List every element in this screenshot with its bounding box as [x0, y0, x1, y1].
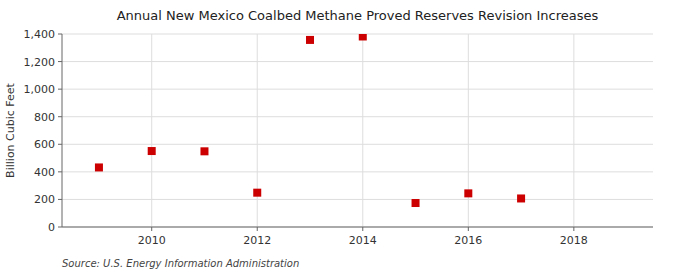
y-tick	[58, 144, 62, 145]
x-tick-label: 2018	[560, 234, 588, 247]
chart-svg: Annual New Mexico Coalbed Methane Proved…	[0, 0, 675, 275]
y-grid-line	[62, 116, 653, 117]
x-tick-label: 2012	[243, 234, 271, 247]
x-tick	[257, 227, 258, 231]
points	[95, 34, 525, 207]
x-grid-line	[257, 34, 258, 227]
y-grid-line	[62, 144, 653, 145]
y-axis-line	[62, 34, 63, 227]
y-grid-line	[62, 89, 653, 90]
x-axis-line	[62, 227, 653, 228]
data-point	[517, 194, 525, 202]
y-tick-label: 800	[34, 111, 55, 124]
data-point	[306, 36, 314, 44]
y-tick-label: 400	[34, 166, 55, 179]
y-grid-line	[62, 171, 653, 172]
y-grid-line	[62, 227, 653, 228]
x-grid-line	[151, 34, 152, 227]
y-tick	[58, 171, 62, 172]
data-point	[464, 189, 472, 197]
y-grid-line	[62, 34, 653, 35]
y-tick-label: 1,200	[24, 56, 56, 69]
y-tick-label: 0	[48, 221, 55, 234]
source-note: Source: U.S. Energy Information Administ…	[62, 258, 299, 269]
y-tick-label: 1,000	[24, 83, 56, 96]
y-tick	[58, 89, 62, 90]
y-tick-label: 600	[34, 138, 55, 151]
data-point	[253, 189, 261, 197]
x-tick-label: 2014	[349, 234, 377, 247]
x-tick	[151, 227, 152, 231]
x-tick	[573, 227, 574, 231]
y-tick-label: 200	[34, 193, 55, 206]
x-grid-line	[573, 34, 574, 227]
x-tick	[362, 227, 363, 231]
data-point	[148, 147, 156, 155]
x-grid-line	[468, 34, 469, 227]
x-tick-label: 2016	[454, 234, 482, 247]
data-point	[359, 34, 367, 40]
x-grid-line	[362, 34, 363, 227]
y-tick	[58, 61, 62, 62]
y-grid-line	[62, 199, 653, 200]
y-tick	[58, 199, 62, 200]
y-grid-line	[62, 61, 653, 62]
chart-container: Annual New Mexico Coalbed Methane Proved…	[0, 0, 675, 275]
y-tick	[58, 227, 62, 228]
data-point	[200, 147, 208, 155]
y-tick-label: 1,400	[24, 28, 56, 41]
y-axis-label: Billion Cubic Feet	[4, 82, 17, 177]
data-point	[95, 163, 103, 171]
axes: 0 200 400 600 800 1,000 1,200 1,400 2010 2012 2014…	[24, 28, 654, 247]
data-point	[412, 199, 420, 207]
x-tick	[468, 227, 469, 231]
y-tick	[58, 34, 62, 35]
x-tick-label: 2010	[138, 234, 166, 247]
grid	[62, 34, 653, 227]
chart-title: Annual New Mexico Coalbed Methane Proved…	[117, 8, 599, 23]
y-tick	[58, 116, 62, 117]
